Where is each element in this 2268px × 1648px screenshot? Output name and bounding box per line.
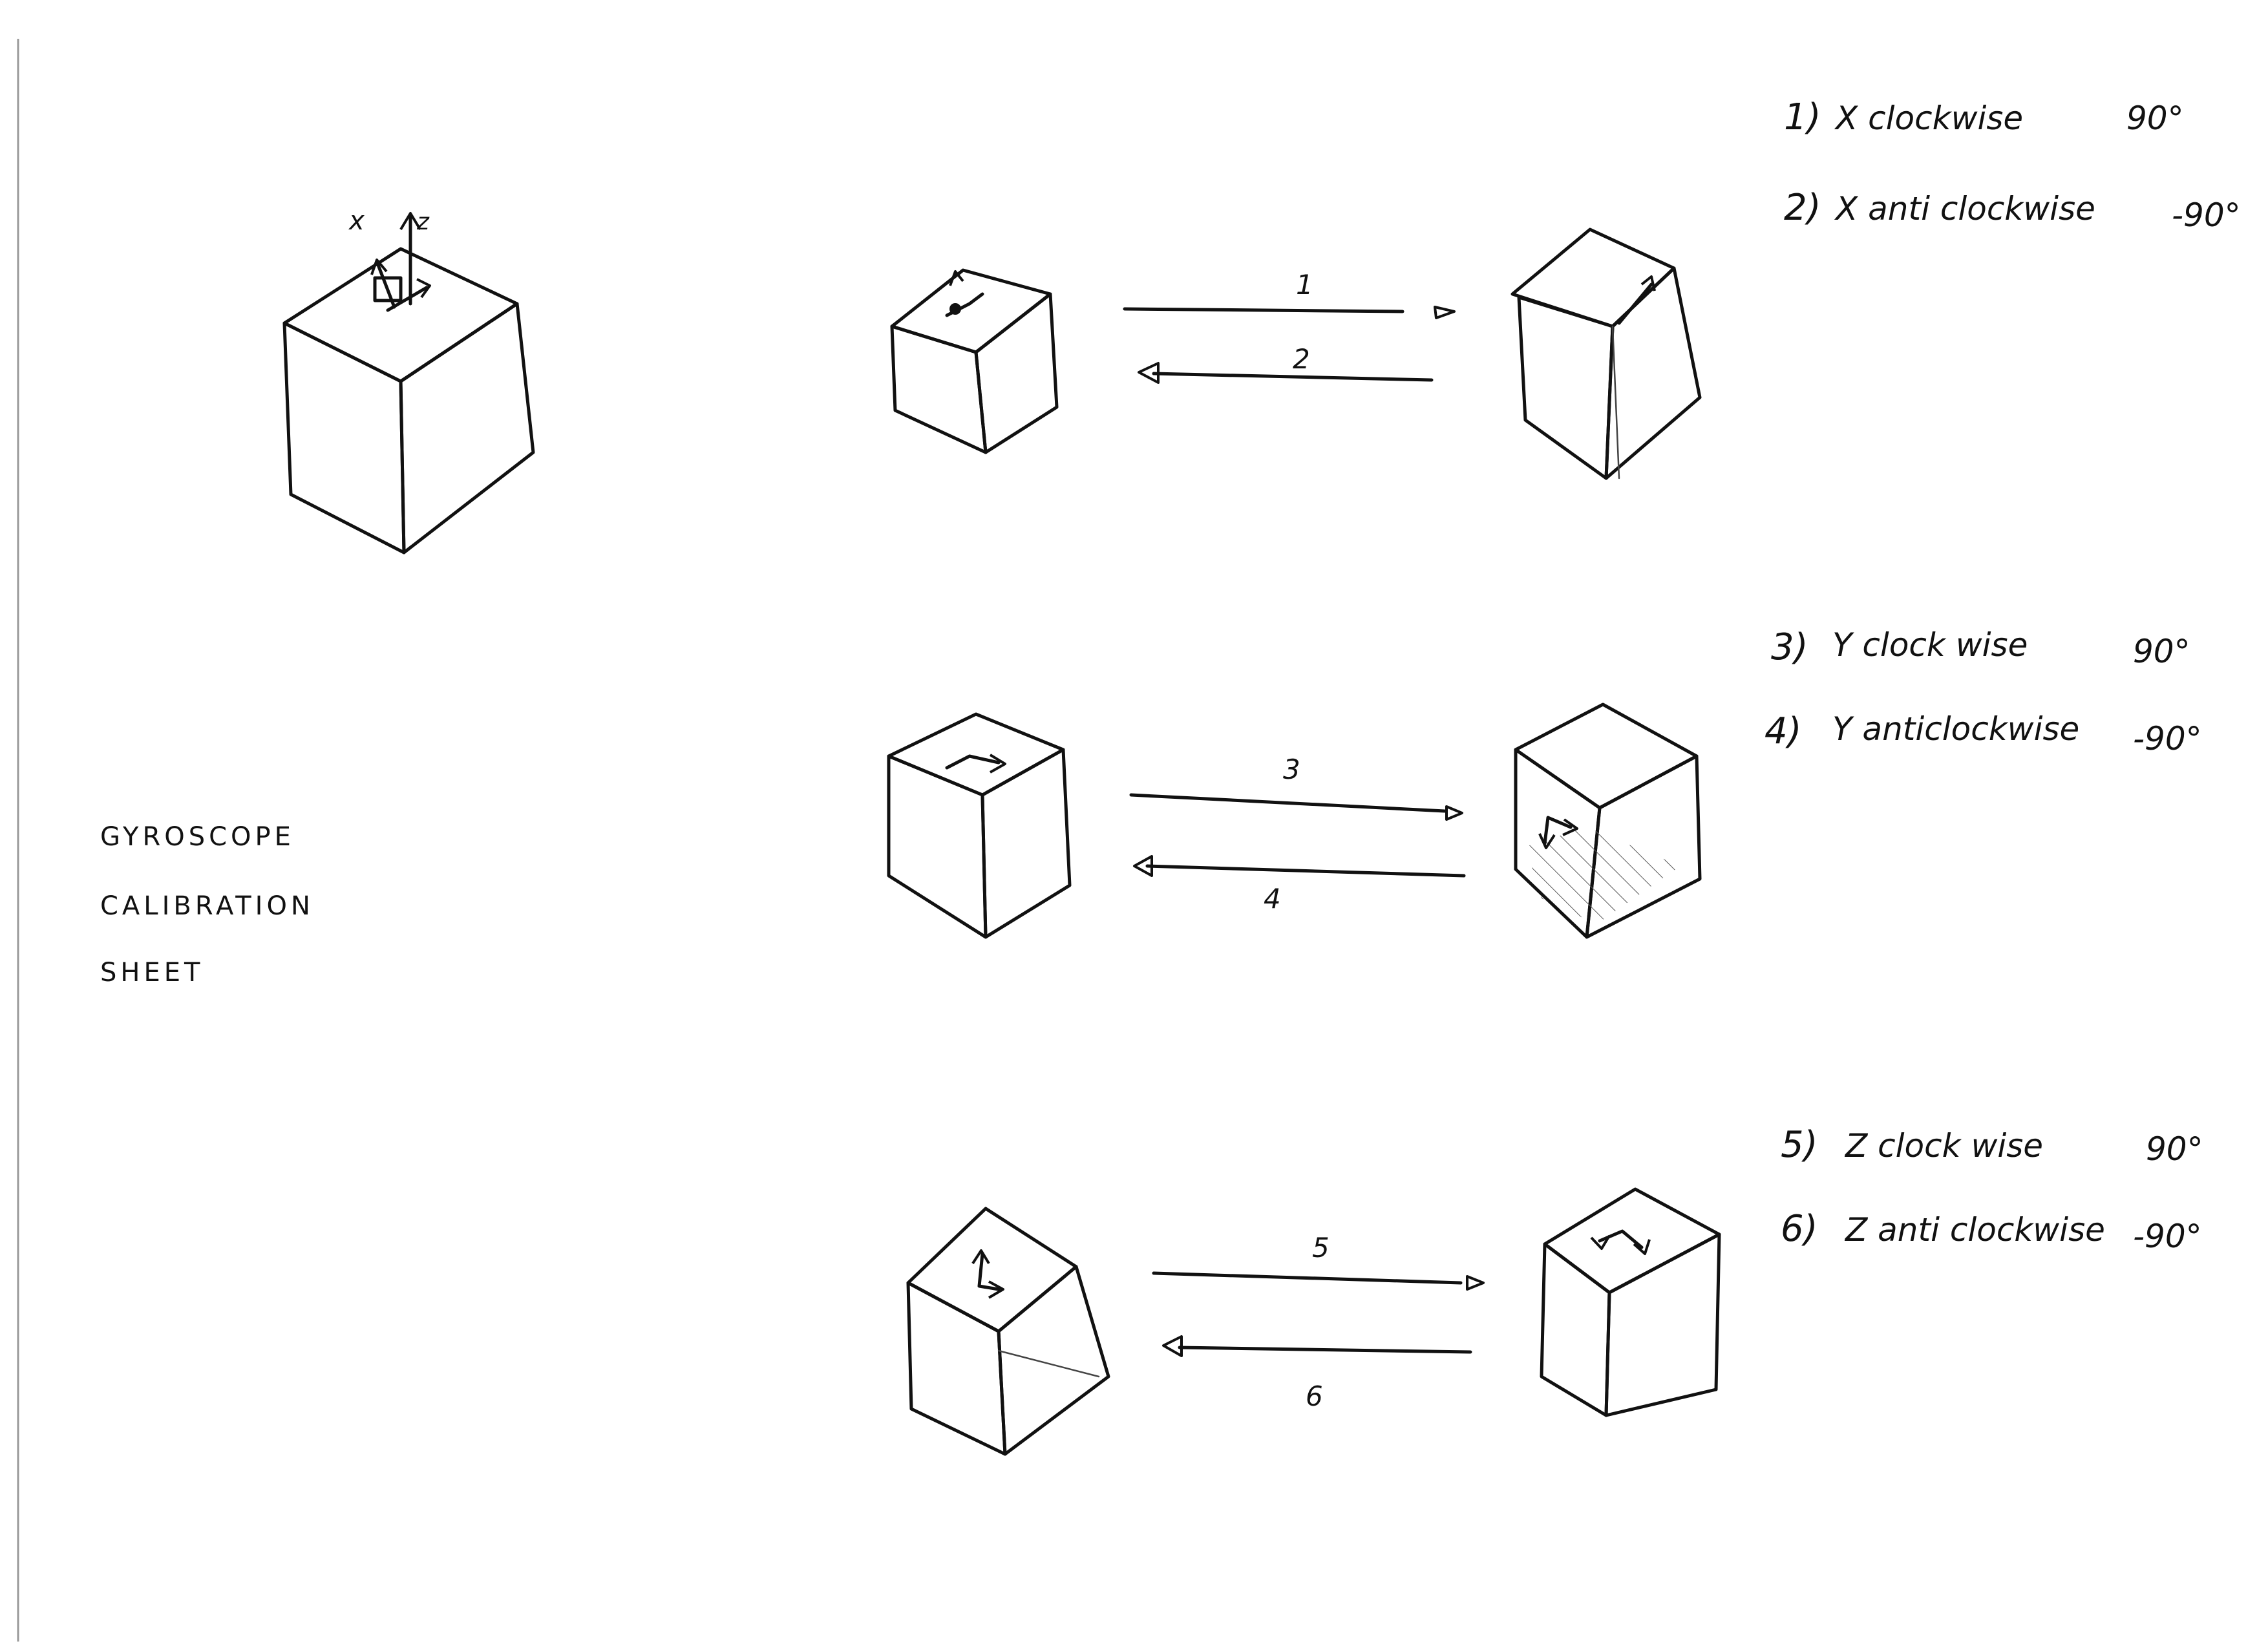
- arrow-1: [1123, 307, 1404, 313]
- step-3: 3) Y clock wise 90°: [1771, 626, 2190, 670]
- title-line-1: GYROSCOPE: [100, 822, 295, 852]
- arrow-label-3: 3: [1283, 754, 1300, 785]
- step-4-text: Y anticlockwise: [1832, 710, 2079, 748]
- step-1-text: X clockwise: [1834, 100, 2023, 137]
- step-2: 2) X anti clockwise -90°: [1784, 187, 2241, 234]
- arrow-label-4: 4: [1264, 883, 1281, 914]
- step-2-angle: -90°: [2172, 196, 2241, 234]
- arrow-6: [1178, 1346, 1472, 1354]
- step-3-angle: 90°: [2133, 633, 2190, 670]
- axis-label-x: x: [348, 206, 365, 236]
- arrow-label-2: 2: [1293, 343, 1310, 375]
- arrow-3: [1129, 793, 1447, 813]
- x-rotation-row: 1 2: [890, 227, 1702, 480]
- step-1: 1) X clockwise 90°: [1784, 96, 2184, 138]
- step-1-angle: 90°: [2126, 100, 2184, 137]
- arrow-label-6: 6: [1306, 1380, 1323, 1412]
- step-5-number: 5): [1781, 1124, 1818, 1166]
- step-3-text: Y clock wise: [1832, 626, 2028, 664]
- y-rotation-row: 3 4: [887, 703, 1702, 939]
- cube-z-end: [1540, 1187, 1721, 1417]
- arrow-4: [1145, 864, 1466, 878]
- step-5: 5) Z clock wise 90°: [1781, 1124, 2203, 1168]
- step-list: 1) X clockwise 90° 2) X anti clockwise -…: [1765, 96, 2241, 1255]
- step-4-number: 4): [1765, 710, 1801, 752]
- z-rotation-row: 5 6: [906, 1187, 1721, 1456]
- sheet-title: GYROSCOPE CALIBRATION SHEET: [100, 822, 314, 988]
- step-3-number: 3): [1771, 626, 1808, 668]
- arrow-5: [1152, 1271, 1463, 1285]
- arrow-2: [1152, 372, 1434, 382]
- cube-x-start: [890, 268, 1059, 454]
- step-2-number: 2): [1784, 187, 1821, 229]
- step-5-angle: 90°: [2146, 1130, 2203, 1168]
- step-4-angle: -90°: [2133, 720, 2202, 757]
- axes-icon: [370, 212, 431, 312]
- cube-y-end: [1514, 703, 1702, 939]
- axis-label-z: z: [416, 209, 430, 235]
- arrow-label-1: 1: [1296, 269, 1313, 301]
- reference-cube: x z: [282, 206, 535, 555]
- step-6-text: Z anti clockwise: [1844, 1211, 2105, 1249]
- title-line-2: CALIBRATION: [100, 891, 314, 921]
- step-4: 4) Y anticlockwise -90°: [1765, 710, 2202, 757]
- step-6-number: 6): [1781, 1208, 1818, 1250]
- step-6: 6) Z anti clockwise -90°: [1781, 1208, 2202, 1255]
- step-1-number: 1): [1784, 96, 1821, 138]
- step-6-angle: -90°: [2133, 1218, 2202, 1255]
- cube-y-start: [887, 712, 1072, 939]
- step-5-text: Z clock wise: [1844, 1127, 2043, 1165]
- title-line-3: SHEET: [100, 958, 204, 988]
- cube-z-start: [906, 1207, 1110, 1456]
- step-2-text: X anti clockwise: [1834, 190, 2095, 227]
- cube-x-end: [1510, 227, 1702, 480]
- arrow-label-5: 5: [1312, 1232, 1330, 1263]
